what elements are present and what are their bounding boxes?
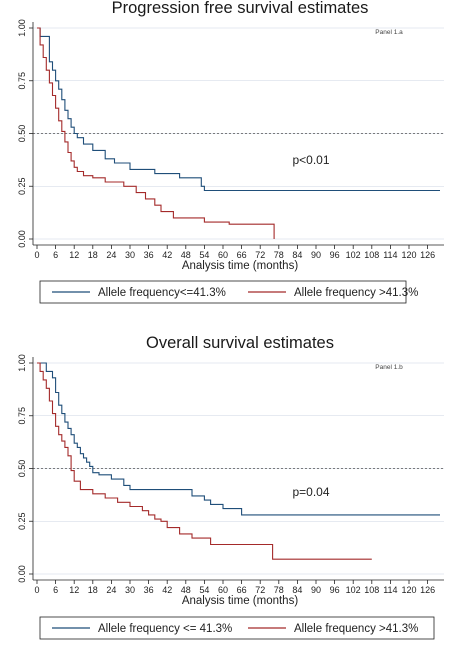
survival-curve-low-af [37, 27, 440, 192]
x-tick-label: 84 [292, 585, 302, 595]
panel-label: Panel 1.b [375, 364, 403, 371]
survival-curve-high-af [37, 362, 372, 560]
legend-box [39, 280, 407, 304]
x-tick-label: 54 [199, 250, 209, 260]
x-axis-label: Analysis time (months) [182, 260, 298, 272]
x-tick-label: 120 [401, 250, 416, 260]
x-tick-label: 66 [237, 585, 247, 595]
x-tick-label: 72 [255, 585, 265, 595]
x-tick-label: 12 [69, 585, 79, 595]
x-tick-label: 12 [69, 250, 79, 260]
x-tick-label: 36 [144, 250, 154, 260]
x-tick-label: 84 [292, 250, 302, 260]
p-value-annotation: p=0.04 [292, 485, 329, 499]
x-tick-label: 0 [34, 250, 39, 260]
x-tick-label: 18 [88, 250, 98, 260]
x-tick-label: 126 [420, 585, 435, 595]
legend-label-high-af: Allele frequency >41.3% [294, 287, 418, 299]
x-tick-label: 6 [53, 585, 58, 595]
x-tick-label: 60 [218, 585, 228, 595]
x-tick-label: 102 [346, 250, 361, 260]
x-tick-label: 102 [346, 585, 361, 595]
x-tick-label: 114 [383, 250, 397, 260]
y-tick-label: 0.00 [17, 230, 27, 248]
x-tick-label: 78 [274, 585, 284, 595]
x-tick-label: 30 [125, 250, 135, 260]
y-tick-label: 0.25 [17, 177, 27, 195]
legend-box [39, 616, 435, 640]
y-tick-label: 0.50 [17, 460, 27, 478]
x-tick-label: 108 [364, 585, 379, 595]
x-tick-label: 42 [162, 585, 172, 595]
x-tick-label: 108 [364, 250, 379, 260]
p-value-annotation: p<0.01 [292, 153, 329, 167]
chart-title: Overall survival estimates [146, 334, 334, 352]
x-tick-label: 42 [162, 250, 172, 260]
legend-label-low-af: Allele frequency<=41.3% [98, 287, 226, 299]
survival-curve-high-af [37, 27, 275, 239]
x-tick-label: 90 [311, 250, 321, 260]
survival-curve-low-af [37, 362, 440, 516]
x-tick-label: 0 [34, 585, 39, 595]
x-tick-label: 66 [237, 250, 247, 260]
y-tick-label: 1.00 [17, 19, 27, 37]
y-tick-label: 0.50 [17, 125, 27, 143]
y-tick-label: 0.00 [17, 565, 27, 583]
x-tick-label: 114 [383, 585, 397, 595]
x-axis-label: Analysis time (months) [182, 595, 298, 607]
x-tick-label: 24 [106, 585, 116, 595]
x-tick-label: 48 [181, 585, 191, 595]
x-tick-label: 18 [88, 585, 98, 595]
x-tick-label: 6 [53, 250, 58, 260]
x-tick-label: 96 [330, 585, 340, 595]
y-tick-label: 0.25 [17, 512, 27, 530]
x-tick-label: 78 [274, 250, 284, 260]
x-tick-label: 120 [401, 585, 416, 595]
x-tick-label: 36 [144, 585, 154, 595]
x-tick-label: 24 [106, 250, 116, 260]
x-tick-label: 126 [420, 250, 435, 260]
x-tick-label: 96 [330, 250, 340, 260]
x-tick-label: 90 [311, 585, 321, 595]
x-tick-label: 30 [125, 585, 135, 595]
chart-title: Progression free survival estimates [112, 0, 369, 17]
x-tick-label: 54 [199, 585, 209, 595]
legend-label-high-af: Allele frequency >41.3% [294, 623, 418, 635]
x-tick-label: 48 [181, 250, 191, 260]
y-tick-label: 0.75 [17, 72, 27, 90]
x-tick-label: 72 [255, 250, 265, 260]
y-tick-label: 0.75 [17, 407, 27, 425]
legend-label-low-af: Allele frequency <= 41.3% [98, 623, 232, 635]
y-tick-label: 1.00 [17, 354, 27, 372]
x-tick-label: 60 [218, 250, 228, 260]
panel-label: Panel 1.a [375, 29, 403, 36]
